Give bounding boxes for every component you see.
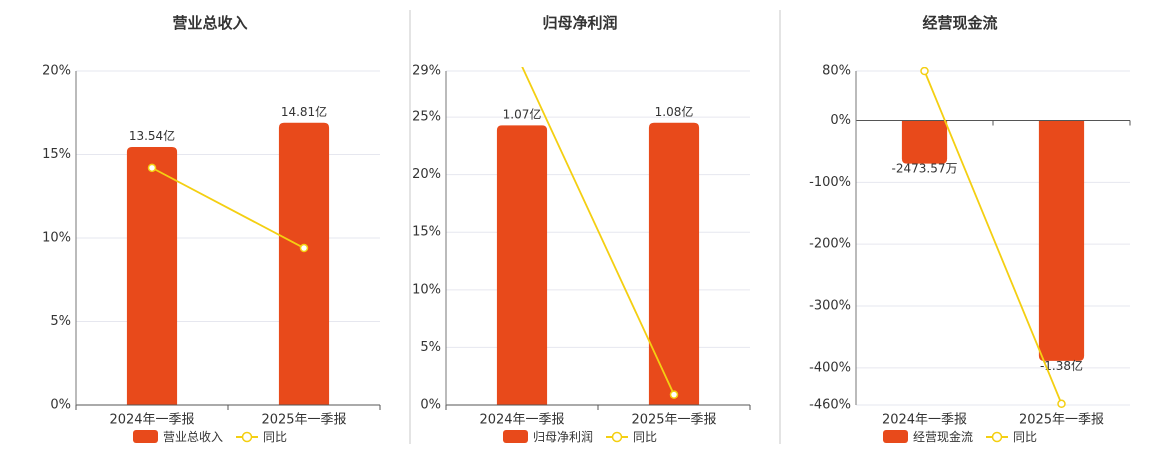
legend-label: 同比 (263, 430, 287, 444)
x-tick-label: 2024年一季报 (479, 413, 564, 428)
legend-item-line-series[interactable]: 同比 (606, 430, 657, 444)
chart-panel-net-profit: 归母净利润 0% 5% 10% 15% 20% 25% 29% 2024年一季报 2025年一季… (412, 14, 751, 444)
bar[interactable] (496, 125, 548, 405)
legend-label: 营业总收入 (163, 430, 223, 444)
bar[interactable] (901, 120, 948, 164)
yoy-point[interactable] (669, 390, 679, 399)
y-tick-label: 80% (822, 64, 851, 79)
chart-panel-revenue: 营业总收入 0% 5% 10% 15% 20% 2024年一季报 2025年一季报 13.54… (42, 14, 381, 444)
bar-swatch-icon (503, 430, 528, 443)
legend-label: 同比 (1013, 430, 1037, 444)
bar-value-label: -2473.57万 (892, 162, 958, 176)
bar-value-label: 1.08亿 (655, 104, 694, 119)
yoy-series (521, 66, 679, 399)
point-swatch-icon (241, 431, 253, 443)
y-tick-label: 20% (412, 167, 441, 182)
y-tick-label: 15% (412, 225, 441, 240)
legend-item-bar-series[interactable]: 营业总收入 (133, 430, 223, 444)
yoy-point[interactable] (920, 67, 929, 76)
legend-label: 归母净利润 (533, 430, 593, 444)
bar-value-label: -1.38亿 (1040, 358, 1083, 373)
y-tick-label: 10% (412, 282, 441, 297)
legend: 经营现金流 同比 (883, 429, 1037, 444)
y-tick-label: 29% (412, 64, 441, 79)
yoy-point[interactable] (147, 163, 157, 173)
bar-swatch-icon (133, 430, 158, 443)
legend-label: 经营现金流 (913, 429, 973, 444)
bar[interactable] (648, 122, 700, 406)
y-tick-label: -460% (809, 398, 851, 413)
yoy-line[interactable] (521, 66, 675, 396)
bar-value-label: 1.07亿 (503, 106, 542, 121)
plot-area: 0% 5% 10% 15% 20% 25% 29% 2024年一季报 2025年一季报 1.07亿… (412, 64, 751, 428)
y-tick-label: -400% (809, 360, 851, 375)
yoy-series (147, 163, 309, 253)
y-tick-label: 5% (420, 340, 441, 355)
chart-title: 营业总收入 (172, 14, 247, 32)
legend-item-bar-series[interactable]: 经营现金流 (883, 429, 973, 444)
legend-item-line-series[interactable]: 同比 (986, 430, 1037, 444)
chart-title: 归母净利润 (542, 14, 617, 32)
yoy-line[interactable] (151, 167, 305, 249)
bar-value-label: 14.81亿 (281, 104, 327, 119)
legend: 归母净利润 同比 (503, 430, 657, 444)
yoy-point[interactable] (299, 243, 309, 253)
y-tick-label: -300% (809, 299, 851, 314)
bar[interactable] (1038, 120, 1085, 361)
legend: 营业总收入 同比 (133, 430, 287, 444)
y-tick-label: 20% (42, 64, 71, 79)
y-tick-label: 5% (50, 314, 71, 329)
y-tick-label: 0% (50, 398, 71, 413)
x-tick-label: 2024年一季报 (882, 413, 967, 428)
y-tick-label: 0% (830, 113, 851, 128)
x-tick-label: 2025年一季报 (1019, 413, 1104, 428)
x-tick-label: 2025年一季报 (631, 413, 716, 428)
yoy-line[interactable] (923, 70, 1063, 405)
y-tick-label: 0% (420, 398, 441, 413)
plot-area: -460% -400% -300% -200% -100% 0% 80% 2024年一季报 20… (809, 64, 1131, 428)
bar-value-label: 13.54亿 (129, 128, 175, 143)
yoy-point[interactable] (1057, 399, 1066, 409)
chart-panel-operating-cash-flow: 经营现金流 -460% -400% -300% -200% -100% 0% 80% 2024… (809, 14, 1131, 444)
bar[interactable] (126, 146, 178, 405)
point-swatch-icon (611, 431, 623, 443)
x-tick-label: 2025年一季报 (261, 413, 346, 428)
y-tick-label: -200% (809, 237, 851, 252)
y-tick-label: 10% (42, 231, 71, 246)
point-swatch-icon (991, 431, 1003, 443)
y-tick-label: -100% (809, 175, 851, 190)
plot-area: 0% 5% 10% 15% 20% 2024年一季报 2025年一季报 13.54亿 14.81… (42, 64, 381, 428)
legend-label: 同比 (633, 430, 657, 444)
yoy-series (920, 67, 1066, 409)
x-tick-label: 2024年一季报 (109, 413, 194, 428)
y-tick-label: 15% (42, 147, 71, 162)
legend-item-line-series[interactable]: 同比 (236, 430, 287, 444)
y-tick-label: 25% (412, 110, 441, 125)
legend-item-bar-series[interactable]: 归母净利润 (503, 430, 593, 444)
bar[interactable] (278, 122, 330, 406)
chart-title: 经营现金流 (922, 14, 997, 32)
bar-swatch-icon (883, 430, 908, 443)
